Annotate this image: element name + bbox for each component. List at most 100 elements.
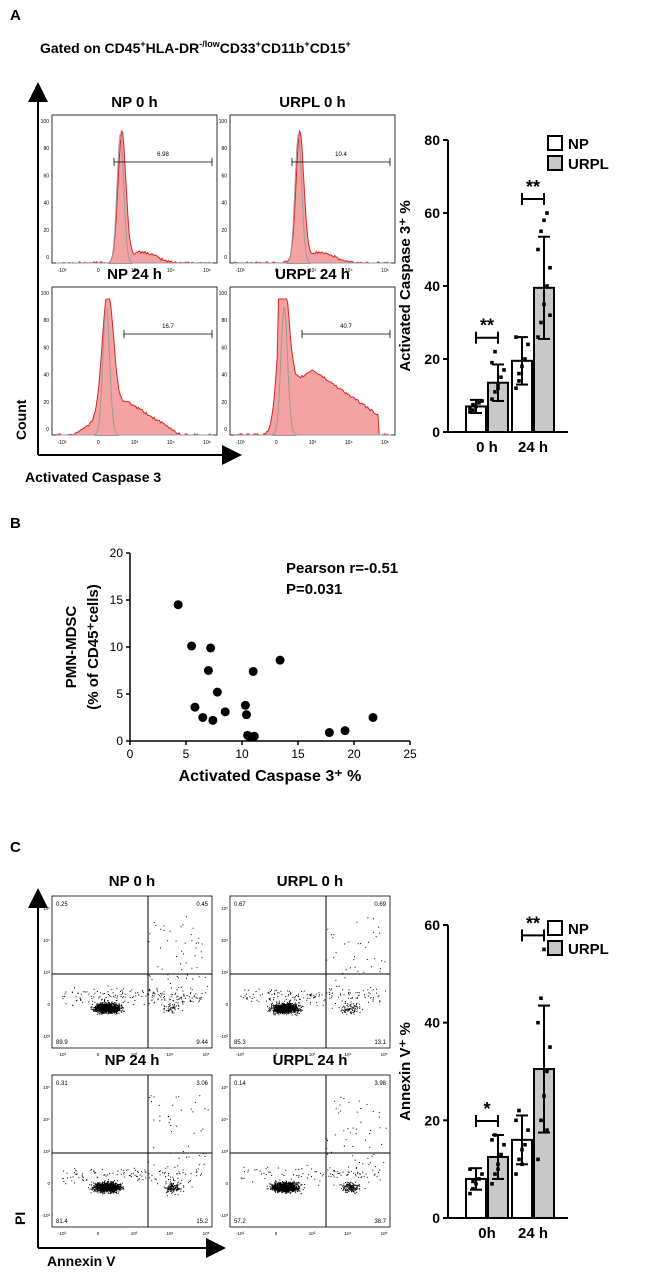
dotplot-ytick: 10⁵ bbox=[221, 906, 228, 911]
scatter-y-axis-label: PMN-MDSC bbox=[63, 606, 80, 689]
data-point bbox=[493, 1133, 497, 1137]
dotplot-ytick: 10⁵ bbox=[221, 1085, 228, 1090]
dotplot-title: NP 0 h bbox=[109, 873, 155, 890]
dotplot-ytick: 10³ bbox=[43, 1149, 50, 1154]
bar-ytick-label: 0 bbox=[432, 424, 440, 440]
histogram-xtick: 10⁵ bbox=[203, 440, 211, 446]
data-point bbox=[468, 1191, 472, 1196]
dotplot-frame bbox=[51, 895, 213, 1049]
legend-label: URPL bbox=[568, 941, 609, 958]
legend-label: NP bbox=[568, 921, 589, 938]
scatter-y-axis-label: (% of CD45⁺cells) bbox=[85, 584, 102, 709]
data-point bbox=[480, 1172, 484, 1176]
data-point bbox=[517, 1108, 521, 1113]
histogram-panel: URPL 0 h 100 80 60 40 20 0 -10³ 0 10³ 10⁴ 10⁵ 10.4 bbox=[219, 94, 396, 274]
histogram-panel: NP 0 h 100 80 60 40 20 0 -10³ 0 10³ 10⁴ 10⁵ 6.98 bbox=[41, 94, 218, 274]
dotplot-ytick: 0 bbox=[47, 1181, 50, 1186]
bar-ytick-label: 20 bbox=[424, 1112, 440, 1128]
gate-value: 6.98 bbox=[157, 152, 169, 158]
data-point bbox=[496, 1162, 500, 1167]
histogram-xtick: -10³ bbox=[236, 440, 245, 446]
histogram-ytick: 100 bbox=[41, 291, 50, 297]
quadrant-ll-value: 89.9 bbox=[56, 1040, 68, 1046]
histogram-ytick: 40 bbox=[221, 201, 227, 207]
data-point bbox=[471, 402, 475, 407]
bar-ytick-label: 80 bbox=[424, 132, 440, 148]
scatter-point bbox=[203, 666, 213, 675]
data-point bbox=[539, 996, 543, 1001]
data-point bbox=[517, 379, 521, 383]
data-point bbox=[496, 1167, 500, 1171]
data-point bbox=[542, 302, 546, 307]
data-point bbox=[526, 1128, 530, 1132]
scatter-ytick-label: 20 bbox=[110, 546, 124, 560]
bar-ytick-label: 60 bbox=[424, 917, 440, 933]
data-point bbox=[471, 1179, 475, 1184]
data-point bbox=[520, 1147, 524, 1152]
control-histogram-line bbox=[234, 305, 391, 436]
quadrant-ur-value: 0.45 bbox=[196, 902, 208, 908]
histogram-ytick: 40 bbox=[43, 201, 49, 207]
histogram-ytick: 100 bbox=[219, 291, 228, 297]
histogram-xtick: 10⁵ bbox=[381, 268, 389, 274]
quadrant-ur-value: 0.69 bbox=[374, 902, 386, 908]
data-point bbox=[539, 320, 543, 325]
data-point bbox=[526, 342, 530, 347]
bar-ytick-label: 60 bbox=[424, 205, 440, 221]
legend-label: NP bbox=[568, 136, 589, 153]
histogram-frame bbox=[229, 114, 396, 264]
histogram-ytick: 0 bbox=[224, 255, 227, 261]
histogram-xtick: -10³ bbox=[58, 440, 67, 446]
dotplot-ytick: 0 bbox=[225, 1002, 228, 1007]
data-point bbox=[496, 382, 500, 387]
bar-ytick-label: 40 bbox=[424, 278, 440, 294]
scatter-xtick-label: 25 bbox=[403, 747, 417, 761]
data-point bbox=[523, 357, 527, 361]
dotplot-ytick: 10⁴ bbox=[221, 938, 228, 943]
dotplot-xtick: 10⁵ bbox=[381, 1231, 388, 1236]
dotplot-xtick: -10³ bbox=[58, 1231, 67, 1236]
data-point bbox=[474, 404, 478, 409]
data-point bbox=[536, 1157, 540, 1162]
dotplot-frame bbox=[229, 1074, 391, 1228]
pi-axis-label: PI bbox=[12, 1212, 28, 1225]
histogram-xtick: -10³ bbox=[58, 268, 67, 274]
data-point bbox=[536, 247, 540, 252]
dotplot-ytick: 10⁴ bbox=[43, 938, 50, 943]
histogram-ytick: 20 bbox=[43, 228, 49, 234]
data-point bbox=[480, 399, 484, 403]
data-point bbox=[517, 371, 521, 376]
data-point bbox=[539, 1118, 543, 1123]
scatter-ytick-label: 5 bbox=[116, 687, 123, 701]
histogram-xtick: 10⁵ bbox=[381, 440, 389, 446]
dotplot-ytick: 0 bbox=[47, 1002, 50, 1007]
quadrant-lr-value: 15.2 bbox=[196, 1219, 208, 1225]
p-value-annotation: P=0.031 bbox=[286, 581, 342, 598]
data-point bbox=[514, 1118, 518, 1123]
histogram-ytick: 80 bbox=[221, 318, 227, 324]
quadrant-lr-value: 9.44 bbox=[196, 1040, 208, 1046]
data-point bbox=[496, 386, 500, 390]
scatter-xtick-label: 5 bbox=[183, 747, 190, 761]
data-point bbox=[545, 1069, 549, 1074]
scatter-xtick-label: 10 bbox=[235, 747, 249, 761]
data-point bbox=[542, 1094, 546, 1098]
bar-y-axis-label: Activated Caspase 3⁺ % bbox=[397, 200, 414, 371]
caspase-axis-label: Activated Caspase 3 bbox=[25, 469, 161, 485]
histogram-xtick: -10³ bbox=[236, 268, 245, 274]
histogram-ytick: 80 bbox=[221, 146, 227, 152]
histogram-grid: NP 0 h 100 80 60 40 20 0 -10³ 0 10³ 10⁴ 10⁵ 6.98 URPL… bbox=[41, 94, 396, 446]
scatter-point bbox=[220, 707, 230, 717]
histogram-xtick: 10⁴ bbox=[345, 268, 353, 274]
significance-label: ** bbox=[526, 177, 540, 197]
histogram-ytick: 60 bbox=[43, 173, 49, 179]
panel-c-letter: C bbox=[10, 839, 21, 856]
bar-category-label: 0h bbox=[478, 1225, 496, 1242]
dotplot-title: NP 24 h bbox=[105, 1052, 160, 1069]
histogram-xtick: 0 bbox=[275, 268, 278, 274]
histogram-ytick: 20 bbox=[221, 228, 227, 234]
dotplot-xtick: -10³ bbox=[236, 1052, 245, 1057]
histogram-title: NP 0 h bbox=[111, 94, 157, 111]
histogram-xtick: 10³ bbox=[309, 268, 317, 274]
bar-category-label: 24 h bbox=[518, 439, 548, 456]
